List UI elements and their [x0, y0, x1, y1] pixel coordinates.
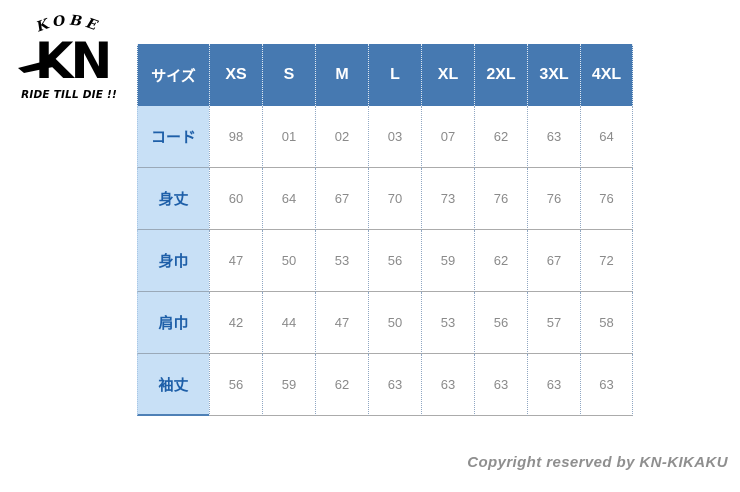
cell-shoulder-l: 50 — [368, 292, 421, 354]
cell-bodywid-4xl: 72 — [580, 230, 633, 292]
cell-code-s: 01 — [262, 106, 315, 168]
copyright-text: Copyright reserved by KN-KIKAKU — [467, 454, 728, 471]
cell-bodywid-xl: 59 — [421, 230, 474, 292]
cell-bodywid-2xl: 62 — [474, 230, 527, 292]
logo-graphic: KOBE KN RIDE TILL DIE !! — [18, 13, 117, 101]
col-header-size: サイズ — [137, 44, 209, 106]
cell-sleeve-m: 62 — [315, 354, 368, 416]
cell-bodylen-s: 64 — [262, 168, 315, 230]
cell-sleeve-s: 59 — [262, 354, 315, 416]
col-header-s: S — [262, 44, 315, 106]
cell-shoulder-xs: 42 — [209, 292, 262, 354]
logo-swoosh — [18, 59, 53, 73]
cell-code-3xl: 63 — [527, 106, 580, 168]
cell-shoulder-3xl: 57 — [527, 292, 580, 354]
kn-kikaku-logo: KOBE KN RIDE TILL DIE !! — [16, 6, 122, 104]
col-header-4xl: 4XL — [580, 44, 633, 106]
col-header-xs: XS — [209, 44, 262, 106]
col-header-xl: XL — [421, 44, 474, 106]
col-header-2xl: 2XL — [474, 44, 527, 106]
cell-bodylen-2xl: 76 — [474, 168, 527, 230]
logo-city-text: KOBE — [34, 13, 104, 36]
cell-bodylen-l: 70 — [368, 168, 421, 230]
cell-sleeve-xs: 56 — [209, 354, 262, 416]
cell-shoulder-s: 44 — [262, 292, 315, 354]
col-header-l: L — [368, 44, 421, 106]
cell-bodylen-m: 67 — [315, 168, 368, 230]
cell-sleeve-3xl: 63 — [527, 354, 580, 416]
cell-code-4xl: 64 — [580, 106, 633, 168]
cell-bodylen-3xl: 76 — [527, 168, 580, 230]
row-label-body-width: 身巾 — [137, 230, 209, 292]
cell-bodylen-4xl: 76 — [580, 168, 633, 230]
cell-shoulder-4xl: 58 — [580, 292, 633, 354]
cell-code-xs: 98 — [209, 106, 262, 168]
row-label-shoulder-width: 肩巾 — [137, 292, 209, 354]
logo-slogan-text: RIDE TILL DIE !! — [21, 89, 117, 101]
cell-bodywid-s: 50 — [262, 230, 315, 292]
col-header-3xl: 3XL — [527, 44, 580, 106]
size-chart-table: サイズ XS S M L XL 2XL 3XL 4XL コード 98 01 02… — [137, 44, 633, 416]
cell-sleeve-l: 63 — [368, 354, 421, 416]
cell-bodylen-xs: 60 — [209, 168, 262, 230]
cell-code-xl: 07 — [421, 106, 474, 168]
cell-sleeve-xl: 63 — [421, 354, 474, 416]
cell-code-l: 03 — [368, 106, 421, 168]
cell-code-2xl: 62 — [474, 106, 527, 168]
cell-shoulder-2xl: 56 — [474, 292, 527, 354]
cell-bodywid-l: 56 — [368, 230, 421, 292]
logo-city-textpath: KOBE — [34, 13, 100, 36]
row-label-body-length: 身丈 — [137, 168, 209, 230]
cell-shoulder-xl: 53 — [421, 292, 474, 354]
row-label-sleeve-length: 袖丈 — [137, 354, 209, 416]
cell-bodywid-m: 53 — [315, 230, 368, 292]
cell-bodywid-xs: 47 — [209, 230, 262, 292]
row-label-code: コード — [137, 106, 209, 168]
cell-sleeve-2xl: 63 — [474, 354, 527, 416]
col-header-m: M — [315, 44, 368, 106]
logo-monogram-text: KN — [35, 32, 110, 90]
cell-bodywid-3xl: 67 — [527, 230, 580, 292]
cell-bodylen-xl: 73 — [421, 168, 474, 230]
cell-sleeve-4xl: 63 — [580, 354, 633, 416]
cell-code-m: 02 — [315, 106, 368, 168]
cell-shoulder-m: 47 — [315, 292, 368, 354]
